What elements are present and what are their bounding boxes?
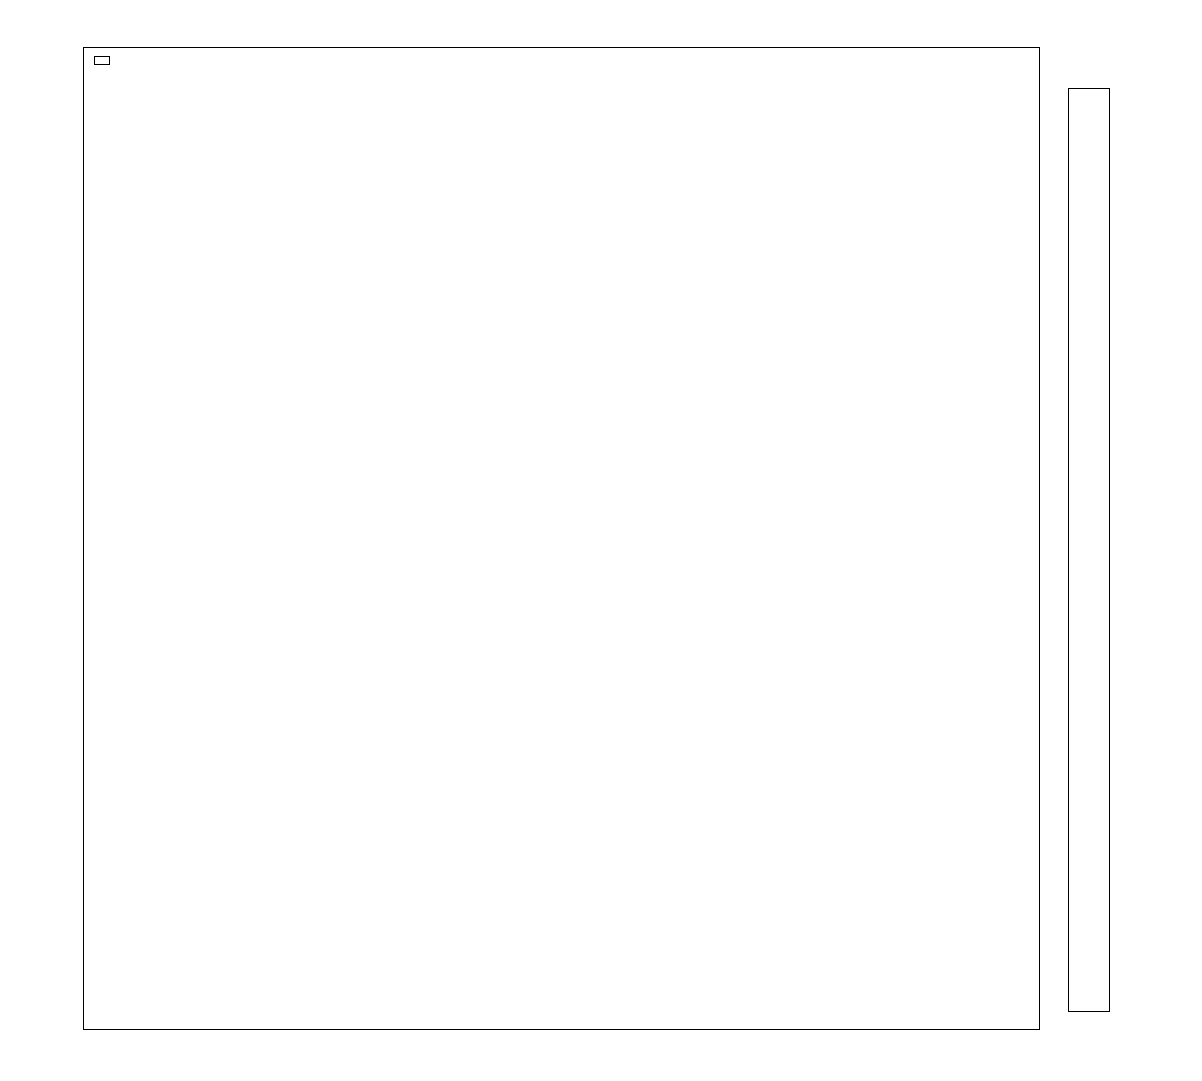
product-annotation-box	[94, 56, 110, 65]
colorbar[interactable]	[1068, 88, 1110, 1012]
radar-reflectivity-canvas	[84, 48, 1039, 1029]
radar-map-panel[interactable]	[83, 47, 1040, 1030]
